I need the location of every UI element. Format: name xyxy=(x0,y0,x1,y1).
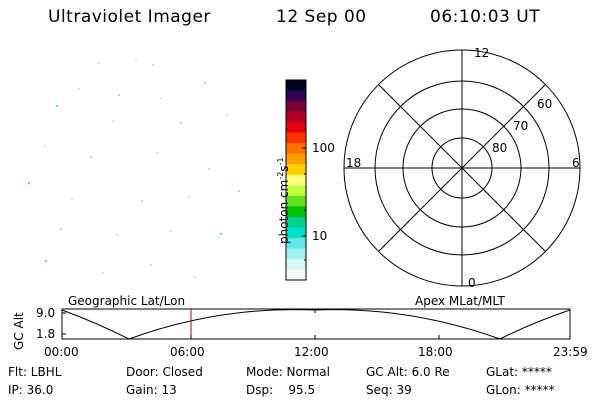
timeline-left-label: Geographic Lat/Lon xyxy=(68,294,186,308)
colorbar-tick-10: 10 xyxy=(312,229,328,243)
colorbar-unit-label: photon cm-2s-1 xyxy=(276,157,291,244)
color-band xyxy=(286,227,306,239)
polar-label-left: 18 xyxy=(346,156,362,170)
gc-alt-status: GC Alt: 6.0 Re xyxy=(366,365,450,379)
polar-label-top: 12 xyxy=(474,46,490,60)
color-band xyxy=(286,174,306,186)
color-band xyxy=(286,143,306,155)
color-band xyxy=(286,153,306,165)
polar-label-right: 6 xyxy=(572,156,580,170)
observation-time: 06:10:03 UT xyxy=(430,7,541,27)
seq-status: Seq: 39 xyxy=(366,383,412,397)
color-scale-bar xyxy=(286,80,306,281)
ip-status: IP: 36.0 xyxy=(8,383,54,397)
polar-ring-80: 80 xyxy=(492,141,508,155)
altitude-timeline-frame xyxy=(61,308,571,340)
timeline-y-low: 1.8 xyxy=(36,327,56,341)
timeline-tick-0000: 00:00 xyxy=(44,345,79,359)
color-band xyxy=(286,195,306,207)
timeline-tick-1200: 12:00 xyxy=(294,345,329,359)
gain-status: Gain: 13 xyxy=(126,383,177,397)
color-band xyxy=(286,80,306,92)
color-band xyxy=(286,258,306,270)
uv-image-panel xyxy=(20,50,260,290)
color-band xyxy=(286,216,306,228)
glat-status: GLat: ***** xyxy=(486,365,552,379)
polar-ring-60: 60 xyxy=(537,97,553,111)
timeline-right-label: Apex MLat/MLT xyxy=(415,294,505,308)
color-band xyxy=(286,248,306,260)
dsp-status: Dsp: 95.5 xyxy=(246,383,316,397)
color-band xyxy=(286,122,306,134)
color-band xyxy=(286,132,306,144)
glon-status: GLon: ***** xyxy=(486,383,555,397)
timeline-tick-1800: 18:00 xyxy=(418,345,453,359)
door-status: Door: Closed xyxy=(126,365,203,379)
timeline-tick-0600: 06:00 xyxy=(170,345,205,359)
color-band xyxy=(286,237,306,249)
color-band xyxy=(286,111,306,123)
color-band xyxy=(286,206,306,218)
polar-label-bottom: 0 xyxy=(468,276,476,290)
color-band xyxy=(286,101,306,113)
color-band xyxy=(286,164,306,176)
polar-ring-70: 70 xyxy=(513,119,529,133)
polar-grid xyxy=(343,49,581,287)
altitude-curve xyxy=(61,309,571,340)
timeline-axis-label: GC Alt xyxy=(12,312,26,350)
color-band xyxy=(286,185,306,197)
color-band xyxy=(286,90,306,102)
timeline-tick-2359: 23:59 xyxy=(553,345,588,359)
instrument-title: Ultraviolet Imager xyxy=(48,7,211,27)
filter-status: Flt: LBHL xyxy=(8,365,62,379)
mode-status: Mode: Normal xyxy=(246,365,330,379)
timeline-y-high: 9.0 xyxy=(36,306,56,320)
color-band xyxy=(286,269,306,281)
observation-date: 12 Sep 00 xyxy=(276,7,367,27)
colorbar-tick-100: 100 xyxy=(312,141,335,155)
